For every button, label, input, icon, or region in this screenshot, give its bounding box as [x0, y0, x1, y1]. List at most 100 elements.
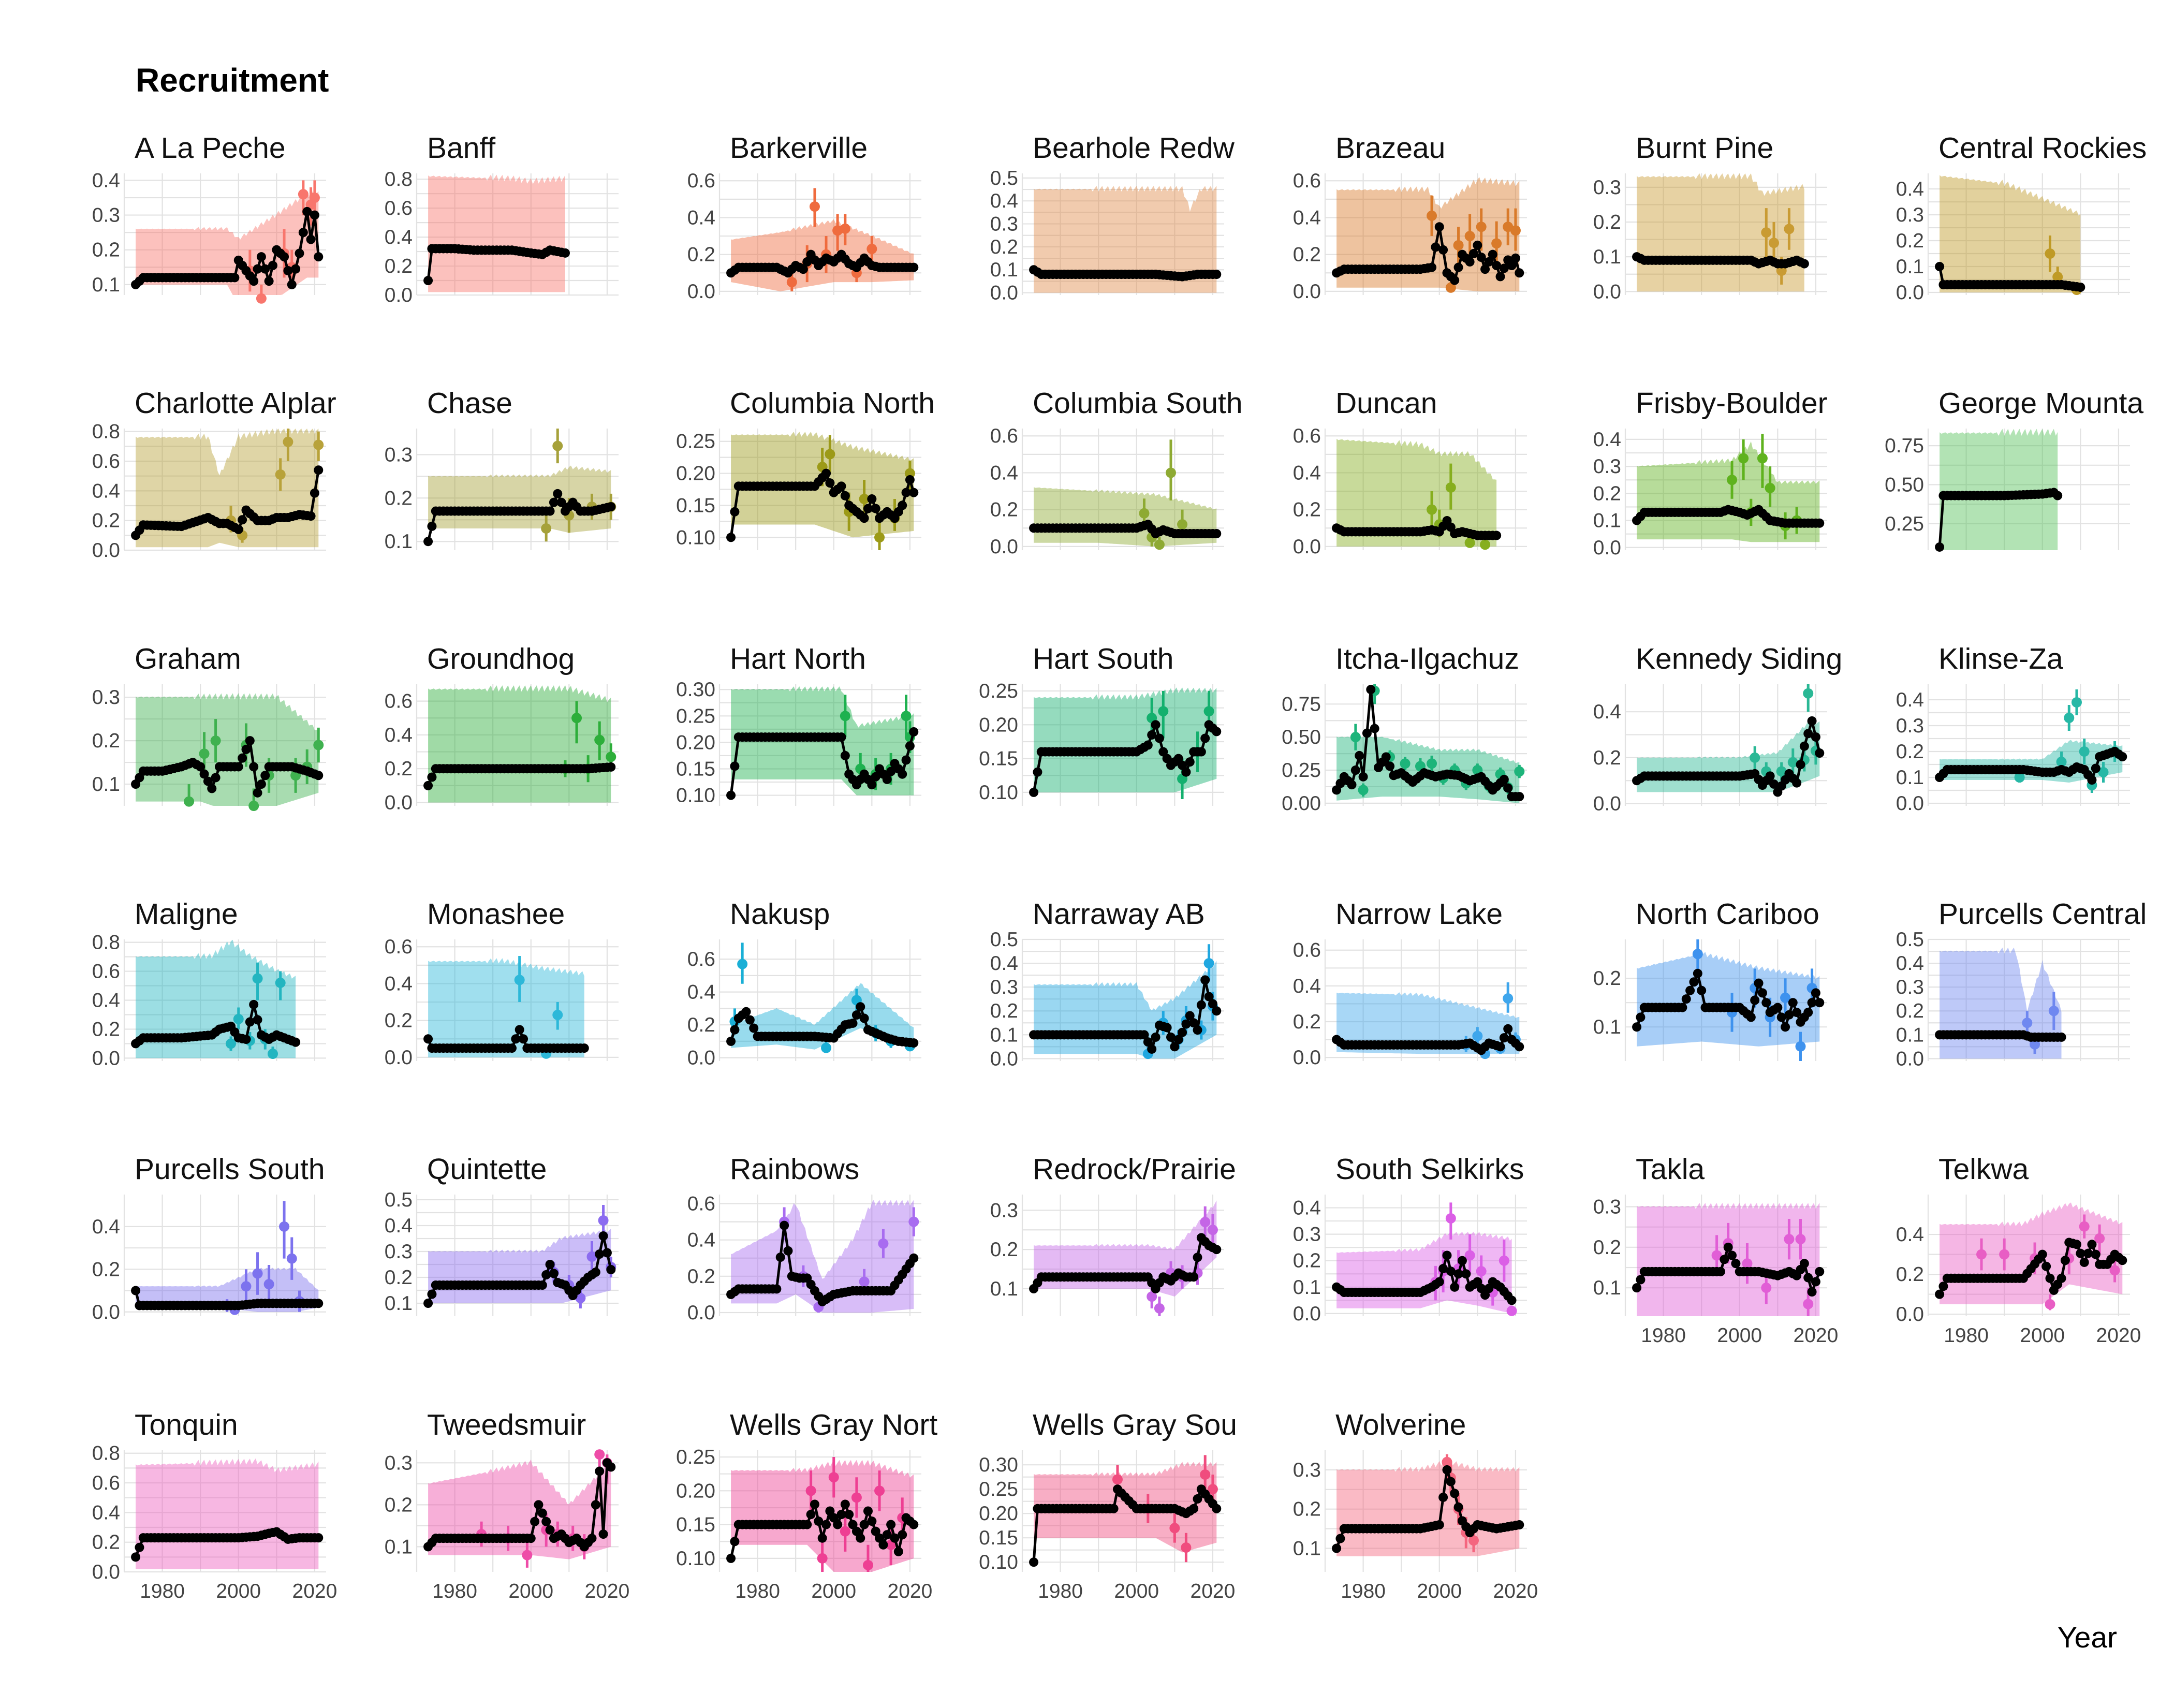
y-tick-label: 0.6 [687, 1193, 715, 1215]
estimate-point [1453, 262, 1463, 272]
panel-a-la-peche: A La Peche 0.1 0.2 0.3 0.4 [92, 131, 326, 304]
y-tick-label: 0.1 [385, 531, 413, 553]
y-tick-label: 0.15 [676, 1514, 715, 1536]
estimate-point [606, 762, 616, 772]
observation-point [901, 711, 912, 722]
observation-point [1427, 504, 1437, 515]
observation-point [309, 193, 320, 203]
observation-point [1400, 758, 1411, 769]
x-tick-label: 1980 [432, 1580, 477, 1602]
estimate-point [1723, 1242, 1733, 1252]
panel-klinse-za: Klinse-Za 0.0 0.1 0.2 0.3 0.4 [1896, 642, 2130, 815]
y-tick-label: 0.1 [1896, 256, 1924, 278]
estimate-point [249, 762, 259, 772]
observation-point [828, 1472, 839, 1483]
x-tick-label: 1980 [1341, 1580, 1386, 1602]
estimate-point [1434, 1520, 1444, 1530]
y-tick-label: 0.0 [92, 1047, 120, 1069]
y-tick-label: 0.2 [990, 1000, 1018, 1022]
estimate-point [199, 769, 209, 779]
estimate-point [802, 257, 812, 267]
estimate-point [730, 1537, 740, 1547]
estimate-point [1450, 275, 1460, 285]
panel-title: Telkwa [1938, 1153, 2029, 1186]
estimate-point [1935, 1289, 1945, 1299]
observation-point [275, 469, 286, 480]
estimate-point [1332, 1543, 1342, 1553]
estimate-point [780, 1220, 789, 1230]
panel-columbia-north: Columbia North 0.10 0.15 0.20 0.25 [676, 387, 935, 550]
estimate-point [534, 1500, 544, 1510]
estimate-point [1636, 1275, 1646, 1285]
observation-point [598, 1215, 609, 1226]
y-tick-label: 0.2 [385, 255, 413, 277]
panel-title: Takla [1636, 1153, 1705, 1186]
estimate-point [745, 1015, 755, 1025]
y-tick-label: 0.4 [1896, 689, 1924, 711]
estimate-point [1488, 249, 1497, 259]
y-tick-label: 0.6 [92, 1472, 120, 1494]
estimate-point [893, 1547, 903, 1556]
observation-point [1506, 1305, 1517, 1316]
observation-point [1453, 240, 1464, 251]
estimate-point [545, 1525, 555, 1535]
y-tick-label: 0.4 [687, 981, 715, 1004]
estimate-point [1170, 1042, 1180, 1052]
estimate-point [909, 488, 919, 497]
uncertainty-ribbon [136, 1458, 319, 1569]
estimate-point [1438, 1264, 1448, 1274]
y-tick-label: 0.6 [385, 936, 413, 958]
estimate-point [1434, 222, 1444, 232]
estimate-point [423, 781, 433, 790]
panel-title: Bearhole Redw [1033, 131, 1235, 165]
panel-rainbows: Rainbows 0.0 0.2 0.4 0.6 [687, 1153, 921, 1324]
estimate-point [726, 1553, 736, 1563]
y-tick-label: 0.4 [990, 462, 1018, 484]
observation-point [1427, 210, 1437, 221]
x-tick-label: 2000 [216, 1580, 261, 1602]
estimate-point [1461, 1269, 1471, 1279]
y-tick-label: 0.2 [1896, 230, 1924, 252]
estimate-point [1935, 542, 1945, 552]
estimate-point [553, 489, 563, 498]
estimate-point [556, 497, 566, 507]
estimate-point [537, 1280, 547, 1290]
estimate-point [1212, 1245, 1222, 1255]
observation-point [2045, 248, 2055, 259]
y-tick-label: 0.2 [687, 1265, 715, 1288]
estimate-point [1427, 262, 1437, 272]
y-tick-label: 0.2 [1293, 1250, 1321, 1272]
observation-point [1976, 1249, 1987, 1260]
observation-point [817, 1553, 828, 1564]
x-tick-label: 2000 [811, 1580, 856, 1602]
estimate-point [537, 1508, 547, 1518]
y-tick-label: 0.0 [1896, 1303, 1924, 1326]
estimate-point [1632, 1022, 1642, 1032]
observation-point [1158, 706, 1169, 717]
estimate-point [256, 779, 266, 789]
panel-duncan: Duncan 0.0 0.2 0.4 0.6 [1293, 387, 1527, 558]
estimate-point [859, 513, 869, 523]
panel-charlotte-alplar: Charlotte Alplar 0.0 0.2 0.4 0.6 0.8 [92, 387, 336, 562]
estimate-point [545, 506, 555, 516]
estimate-point [1720, 1255, 1729, 1264]
estimate-point [519, 1034, 528, 1044]
estimate-point [840, 750, 850, 760]
estimate-point [1366, 685, 1376, 695]
panel-title: Barkerville [730, 131, 868, 165]
estimate-point [1492, 261, 1502, 271]
observation-point [2098, 767, 2109, 777]
y-tick-label: 0.2 [385, 1267, 413, 1289]
panel-wells-gray-sou: Wells Gray Sou 0.100.150.20 0.250.30 1980 20… [979, 1408, 1237, 1602]
estimate-point [840, 491, 850, 500]
estimate-point [909, 1520, 919, 1529]
observation-point [1350, 732, 1361, 743]
y-tick-label: 0.75 [1885, 435, 1924, 457]
y-tick-label: 0.3 [385, 444, 413, 466]
estimate-point [1158, 747, 1168, 757]
estimate-point [541, 1270, 551, 1279]
estimate-point [2091, 1249, 2100, 1259]
estimate-point [314, 1533, 324, 1543]
panel-title: Narrow Lake [1335, 897, 1503, 931]
estimate-point [836, 732, 846, 742]
